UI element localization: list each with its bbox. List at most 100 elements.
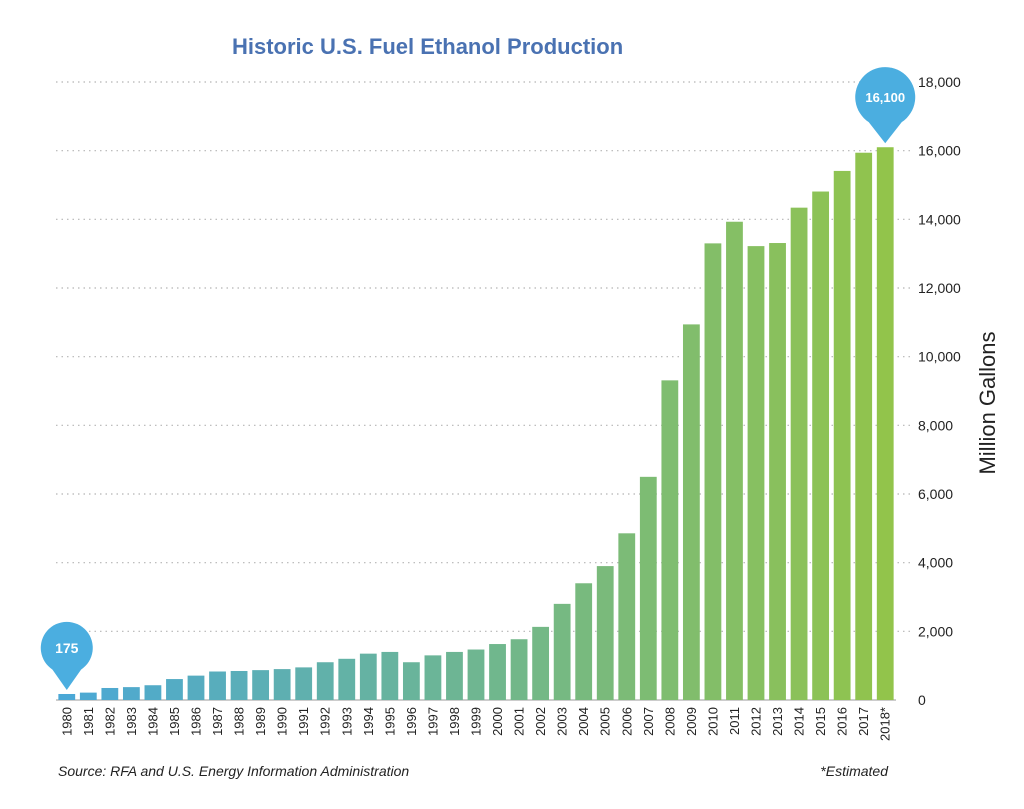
bar [402,662,420,700]
x-tick-labels: 1980 1981 1982 1983 1984 1985 1986 1987 1988 1989… [59,707,892,741]
bar [79,692,97,700]
x-tick-label: 1991 [296,707,311,736]
callout-marker: 175 [40,621,93,690]
y-tick-label: 14,000 [918,211,961,227]
x-tick-label: 2013 [770,707,785,736]
bar [58,693,76,700]
bar [532,626,550,700]
bar [338,658,356,700]
bar [510,639,528,700]
y-tick-label: 2,000 [918,623,953,639]
x-tick-label: 1983 [124,707,139,736]
bar [855,152,873,700]
bar [316,662,334,700]
x-tick-label: 1988 [232,707,247,736]
bar [833,170,851,700]
bar [553,603,571,700]
y-tick-label: 4,000 [918,555,953,571]
x-tick-label: 2001 [512,707,527,736]
x-tick-label: 2017 [856,707,871,736]
x-tick-label: 2018* [878,707,893,741]
x-tick-label: 1986 [189,707,204,736]
callout-marker: 16,100 [855,67,916,144]
bar [446,651,463,700]
bar [876,147,894,700]
chart-title: Historic U.S. Fuel Ethanol Production [232,34,624,59]
y-tick-label: 16,000 [918,143,961,159]
x-tick-label: 1993 [339,707,354,736]
bar [661,380,679,700]
bar [489,644,506,700]
y-tick-labels: 0 2,000 4,000 6,000 8,000 10,000 12,000 14,000 1… [918,74,961,708]
bar [769,243,786,701]
source-note: Source: RFA and U.S. Energy Information … [58,763,410,779]
bar [790,207,808,700]
x-tick-label: 1985 [167,707,182,736]
x-tick-label: 1997 [425,707,440,736]
y-tick-label: 8,000 [918,417,953,433]
x-tick-label: 1981 [81,707,96,736]
bar [122,687,140,700]
bar [424,655,442,700]
x-tick-label: 2011 [727,707,742,735]
x-tick-label: 2014 [792,707,807,736]
x-tick-label: 2004 [576,707,591,736]
x-tick-label: 2015 [813,707,828,736]
y-tick-label: 12,000 [918,280,961,296]
x-tick-label: 2008 [662,707,677,736]
bar [230,670,248,700]
bar [144,685,162,700]
callout-label: 175 [55,640,79,656]
bar [359,653,377,700]
x-tick-label: 1992 [318,707,333,736]
y-tick-label: 6,000 [918,486,953,502]
x-tick-label: 2009 [684,707,699,736]
x-tick-label: 2010 [705,707,720,736]
x-tick-label: 2002 [533,707,548,736]
bar [209,671,226,700]
bar [273,669,291,700]
x-tick-label: 2006 [619,707,634,736]
x-tick-label: 1999 [469,707,484,736]
y-tick-label: 10,000 [918,349,961,365]
x-tick-label: 1990 [275,707,290,736]
x-tick-label: 2000 [490,707,505,736]
x-tick-label: 1995 [382,707,397,736]
bar [747,246,765,700]
x-tick-label: 1987 [210,707,225,736]
bar [618,533,636,700]
bar [101,687,119,700]
estimated-footnote: *Estimated [820,763,888,779]
bar [704,243,722,700]
x-tick-label: 1994 [361,707,376,736]
bar [295,667,313,700]
x-tick-label: 1989 [253,707,268,736]
x-tick-label: 1980 [59,707,74,736]
x-tick-label: 2016 [835,707,850,736]
x-tick-label: 2007 [641,707,656,736]
x-tick-label: 2003 [555,707,570,736]
y-tick-label: 0 [918,692,926,708]
bar [639,476,657,700]
bar [575,583,593,700]
callouts: 175 16,100 [40,67,916,690]
bar [187,675,205,700]
bars [58,147,894,701]
x-tick-label: 1996 [404,707,419,736]
bar [812,191,830,701]
x-tick-label: 2005 [598,707,613,736]
bar [381,651,399,700]
bar [467,649,485,700]
bar [682,324,700,700]
bar [726,221,743,700]
bar [252,670,270,700]
x-tick-label: 1998 [447,707,462,736]
bar [166,679,183,700]
x-tick-label: 2012 [749,707,764,736]
callout-label: 16,100 [865,90,905,105]
y-tick-label: 18,000 [918,74,961,90]
bar [596,566,614,700]
x-tick-label: 1982 [102,707,117,736]
x-tick-label: 1984 [145,707,160,736]
